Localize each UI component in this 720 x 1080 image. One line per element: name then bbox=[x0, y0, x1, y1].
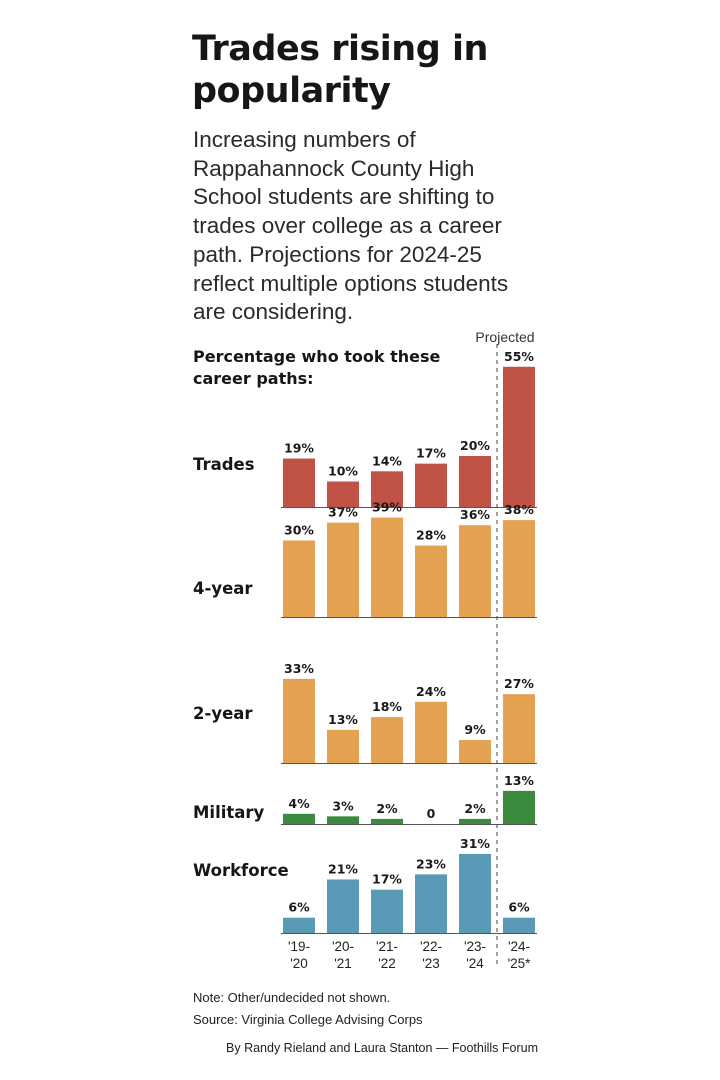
data-label-4-year-2: 37% bbox=[328, 505, 358, 520]
chart-heading: Percentage who took these career paths: bbox=[193, 347, 441, 388]
bar-2-year-5 bbox=[459, 740, 491, 763]
bar-trades-1 bbox=[283, 458, 315, 507]
data-label-workforce-5: 31% bbox=[460, 836, 490, 851]
x-tick-label-3: '21-'22 bbox=[376, 939, 398, 971]
chart-title: Trades rising in popularity bbox=[192, 29, 488, 111]
bar-trades-3 bbox=[371, 471, 403, 507]
bar-4-year-4 bbox=[415, 545, 447, 617]
data-label-military-1: 4% bbox=[288, 796, 310, 811]
bar-trades-6 bbox=[503, 366, 535, 507]
data-label-military-3: 2% bbox=[376, 801, 398, 816]
data-label-2-year-3: 18% bbox=[372, 699, 402, 714]
bar-4-year-5 bbox=[459, 525, 491, 617]
data-label-4-year-3: 39% bbox=[372, 500, 402, 515]
data-label-workforce-3: 17% bbox=[372, 872, 402, 887]
data-label-trades-5: 20% bbox=[460, 438, 490, 453]
chart-subtitle: Increasing numbers of Rappahannock Count… bbox=[193, 127, 509, 325]
bar-military-6 bbox=[503, 790, 535, 824]
data-label-trades-1: 19% bbox=[284, 441, 314, 456]
bar-2-year-2 bbox=[327, 729, 359, 763]
data-label-workforce-2: 21% bbox=[328, 861, 358, 876]
bar-4-year-3 bbox=[371, 517, 403, 617]
bar-workforce-1 bbox=[283, 917, 315, 933]
data-label-2-year-6: 27% bbox=[504, 676, 534, 691]
bar-workforce-4 bbox=[415, 874, 447, 933]
chart-note: Note: Other/undecided not shown. bbox=[193, 990, 391, 1005]
bar-military-3 bbox=[371, 818, 403, 824]
data-label-workforce-4: 23% bbox=[416, 856, 446, 871]
bar-trades-2 bbox=[327, 481, 359, 507]
bar-4-year-1 bbox=[283, 540, 315, 617]
row-label-military: Military bbox=[193, 803, 265, 822]
bar-military-5 bbox=[459, 818, 491, 824]
chart-source: Source: Virginia College Advising Corps bbox=[193, 1012, 423, 1027]
row-label-trades: Trades bbox=[193, 455, 255, 474]
bar-military-1 bbox=[283, 813, 315, 824]
bar-workforce-2 bbox=[327, 879, 359, 933]
bar-military-2 bbox=[327, 816, 359, 824]
data-label-trades-6: 55% bbox=[504, 349, 534, 364]
data-label-2-year-4: 24% bbox=[416, 684, 446, 699]
data-label-4-year-6: 38% bbox=[504, 502, 534, 517]
data-label-military-4: 0 bbox=[427, 806, 436, 821]
bar-trades-5 bbox=[459, 456, 491, 507]
row-label-2-year: 2-year bbox=[193, 704, 253, 723]
data-label-4-year-4: 28% bbox=[416, 528, 446, 543]
data-label-2-year-5: 9% bbox=[464, 722, 486, 737]
bar-2-year-1 bbox=[283, 678, 315, 763]
data-label-workforce-1: 6% bbox=[288, 900, 310, 915]
bar-workforce-5 bbox=[459, 853, 491, 933]
x-tick-label-1: '19-'20 bbox=[288, 939, 310, 971]
data-label-4-year-5: 36% bbox=[460, 507, 490, 522]
data-label-trades-4: 17% bbox=[416, 446, 446, 461]
data-label-4-year-1: 30% bbox=[284, 523, 314, 538]
x-tick-label-2: '20-'21 bbox=[332, 939, 354, 971]
bar-2-year-3 bbox=[371, 717, 403, 763]
bar-trades-4 bbox=[415, 463, 447, 507]
row-label-workforce: Workforce bbox=[193, 861, 289, 880]
bar-workforce-3 bbox=[371, 889, 403, 933]
data-label-workforce-6: 6% bbox=[508, 900, 530, 915]
bar-4-year-2 bbox=[327, 522, 359, 617]
bar-workforce-6 bbox=[503, 917, 535, 933]
x-tick-label-4: '22-'23 bbox=[420, 939, 442, 971]
data-label-trades-3: 14% bbox=[372, 453, 402, 468]
chart-byline: By Randy Rieland and Laura Stanton — Foo… bbox=[226, 1041, 538, 1055]
data-label-trades-2: 10% bbox=[328, 464, 358, 479]
row-label-4-year: 4-year bbox=[193, 579, 253, 598]
bar-2-year-6 bbox=[503, 694, 535, 763]
projected-label: Projected bbox=[475, 329, 535, 345]
data-label-military-5: 2% bbox=[464, 801, 486, 816]
x-tick-label-6: '24-'25* bbox=[508, 939, 532, 971]
bar-4-year-6 bbox=[503, 520, 535, 617]
bar-2-year-4 bbox=[415, 701, 447, 763]
data-label-2-year-2: 13% bbox=[328, 712, 358, 727]
data-label-military-6: 13% bbox=[504, 773, 534, 788]
data-label-2-year-1: 33% bbox=[284, 661, 314, 676]
x-tick-label-5: '23-'24 bbox=[464, 939, 486, 971]
data-label-military-2: 3% bbox=[332, 798, 354, 813]
